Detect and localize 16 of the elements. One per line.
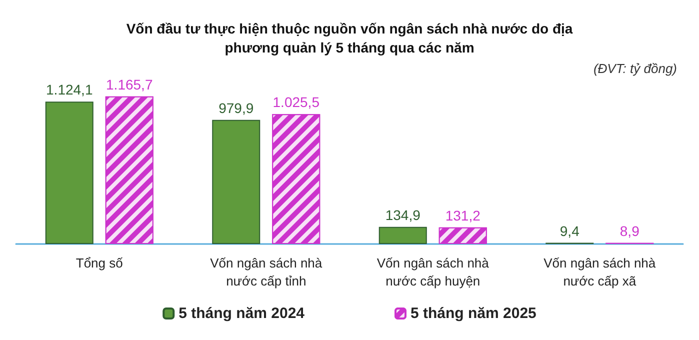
x-tick-label: Tổng số — [76, 256, 123, 270]
data-label: 979,9 — [218, 100, 254, 116]
data-label: 8,9 — [620, 222, 640, 239]
legend-label: 5 tháng năm 2024 — [178, 305, 306, 322]
legend-label: 5 tháng năm 2025 — [410, 305, 536, 322]
chart-title: Vốn đầu tư thực hiện thuộc nguồn vốn ngân sách nhà nước do địa phương quản lý 5 tháng qua các năm — [126, 20, 573, 56]
data-label: 131,2 — [445, 207, 481, 224]
data-label: 1.025,5 — [272, 94, 320, 110]
text: (ĐVT: tỷ đồng) — [593, 61, 677, 76]
data-label: 134,9 — [385, 206, 421, 223]
x-tick-label: Vốn ngân sách nhà nước cấp huyện — [376, 256, 490, 288]
data-label: 9,4 — [560, 222, 580, 239]
x-tick-label: Vốn ngân sách nhà nước cấp tỉnh — [210, 256, 323, 288]
data-label: 1.124,1 — [46, 82, 93, 98]
x-tick-label: Vốn ngân sách nhà nước cấp xã — [544, 256, 656, 288]
data-label: 1.165,7 — [106, 76, 153, 92]
